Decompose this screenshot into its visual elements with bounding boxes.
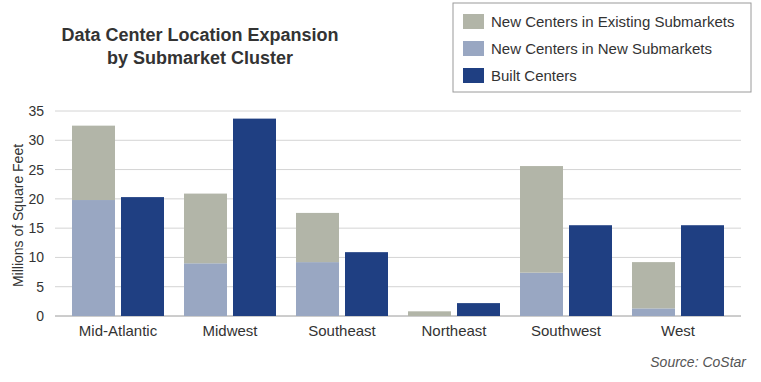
bar-segment — [520, 273, 563, 316]
x-tick-label: Mid-Atlantic — [79, 322, 158, 339]
x-tick-label: Southwest — [531, 322, 602, 339]
x-tick-label: Northeast — [421, 322, 487, 339]
legend-swatch — [463, 14, 484, 29]
source-note: Source: CoStar — [650, 354, 747, 370]
bar — [233, 119, 276, 316]
bar-segment — [184, 263, 227, 316]
bar-segment — [408, 311, 451, 316]
legend-swatch — [463, 68, 484, 83]
bar-segment — [296, 213, 339, 262]
y-tick-label: 25 — [28, 162, 44, 178]
grid-line — [55, 169, 741, 170]
bar-segment — [632, 308, 675, 316]
y-tick-label: 20 — [28, 191, 44, 207]
title-line: by Submarket Cluster — [107, 48, 293, 68]
x-tick-label: West — [661, 322, 696, 339]
bar — [121, 197, 164, 316]
legend: New Centers in Existing Submarkets New Ce… — [453, 3, 751, 92]
x-tick-label: Southeast — [308, 322, 376, 339]
bar — [569, 225, 612, 316]
bar-segment — [520, 166, 563, 273]
chart-container: Data Center Location Expansion by Submark… — [0, 0, 761, 382]
bar-segment — [72, 200, 115, 316]
y-tick-label: 10 — [28, 249, 44, 265]
bar-segment — [632, 262, 675, 308]
legend-swatch — [463, 41, 484, 56]
x-tick-label: Midwest — [202, 322, 258, 339]
chart-svg: Data Center Location Expansion by Submark… — [0, 0, 761, 382]
y-axis-label: Millions of Square Feet — [10, 144, 26, 287]
bar-segment — [72, 126, 115, 200]
bar-segment — [296, 262, 339, 316]
bar — [345, 252, 388, 316]
y-tick-label: 5 — [36, 279, 44, 295]
legend-box — [453, 3, 751, 92]
legend-label: Built Centers — [491, 67, 577, 84]
bar — [681, 225, 724, 316]
y-tick-label: 0 — [36, 308, 44, 324]
chart-title: Data Center Location Expansion by Submark… — [61, 25, 338, 68]
legend-label: New Centers in New Submarkets — [491, 40, 712, 57]
grid-line — [55, 140, 741, 141]
y-tick-label: 35 — [28, 103, 44, 119]
bars — [72, 119, 724, 316]
bar-segment — [184, 194, 227, 264]
grid — [55, 111, 741, 316]
title-line: Data Center Location Expansion — [61, 25, 338, 45]
y-tick-label: 15 — [28, 220, 44, 236]
bar — [457, 303, 500, 316]
legend-label: New Centers in Existing Submarkets — [491, 13, 734, 30]
grid-line — [55, 111, 741, 112]
y-tick-label: 30 — [28, 132, 44, 148]
